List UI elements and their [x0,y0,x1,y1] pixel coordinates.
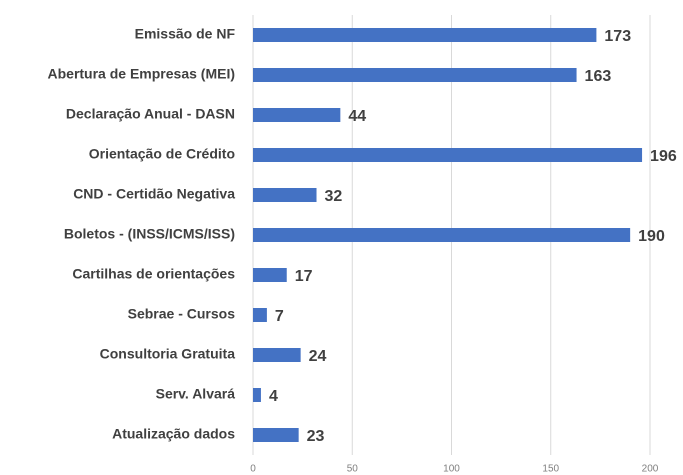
y-tick-label: Atualização dados [112,426,235,442]
value-label: 7 [275,308,284,325]
bar [253,68,577,82]
bar [253,228,631,242]
value-label: 196 [650,148,677,165]
x-tick-label: 200 [642,464,659,475]
y-tick-label: Sebrae - Cursos [128,306,236,322]
y-tick-label: Abertura de Empresas (MEI) [48,66,236,82]
bar [253,428,299,442]
bar [253,348,301,362]
y-tick-label: Consultoria Gratuita [100,346,236,362]
y-tick-label: Serv. Alvará [156,386,236,402]
y-tick-label: Declaração Anual - DASN [66,106,235,122]
x-tick-label: 150 [542,464,559,475]
x-tick-label: 50 [347,464,359,475]
y-tick-label: Orientação de Crédito [89,146,235,162]
y-tick-label: Cartilhas de orientações [72,266,235,282]
y-tick-label: Emissão de NF [135,26,236,42]
bar [253,28,597,42]
value-label: 44 [348,108,366,125]
value-label: 173 [604,28,631,45]
value-label: 24 [309,348,327,365]
value-label: 32 [325,188,343,205]
x-tick-label: 100 [443,464,460,475]
bar [253,268,287,282]
bar [253,388,261,402]
value-label: 163 [585,68,612,85]
y-tick-label: CND - Certidão Negativa [73,186,235,202]
bar [253,148,643,162]
bar [253,108,341,122]
y-tick-label: Boletos - (INSS/ICMS/ISS) [64,226,235,242]
value-label: 17 [295,268,313,285]
value-label: 23 [307,428,325,445]
bar [253,308,267,322]
value-label: 190 [638,228,665,245]
x-tick-label: 0 [250,464,256,475]
value-label: 4 [269,388,278,405]
bar [253,188,317,202]
